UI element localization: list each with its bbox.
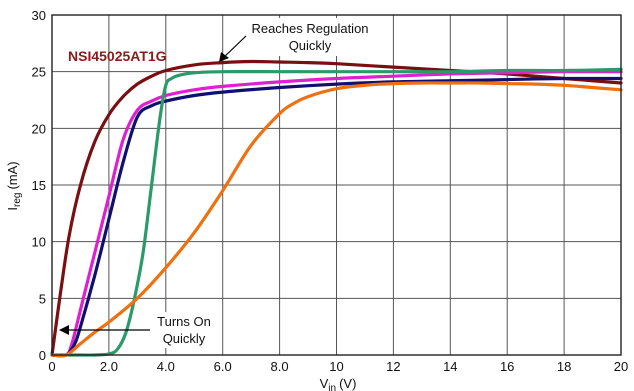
y-tick-label: 25 [32, 65, 46, 80]
y-tick-label: 10 [32, 235, 46, 250]
turn-on-annotation-line1: Turns On [157, 314, 211, 329]
y-axis-title-sub: reg [12, 193, 23, 207]
x-axis-title-sub: in [328, 383, 336, 391]
y-tick-label: 0 [39, 348, 46, 363]
x-tick-label: 10 [329, 359, 343, 374]
regulation-arrow [222, 35, 247, 59]
series-line-5 [50, 81, 623, 358]
x-tick-label: 20 [614, 359, 628, 374]
y-tick-label: 20 [32, 121, 46, 136]
tick-labels: 0 2.0 4.0 6.0 8.0 10 12 14 16 18 20 0 5 10 15 20 25 30 [32, 8, 629, 374]
x-axis-title: Vin (V) [320, 376, 357, 391]
y-tick-label: 5 [39, 291, 46, 306]
regulation-annotation-line1: Reaches Regulation [251, 21, 368, 36]
x-tick-label: 8.0 [271, 359, 289, 374]
x-tick-label: 6.0 [214, 359, 232, 374]
plot-frame [51, 14, 622, 356]
y-axis-title: Ireg (mA) [5, 161, 23, 210]
y-tick-label: 15 [32, 178, 46, 193]
y-tick-label: 30 [32, 8, 46, 23]
x-tick-label: 16 [500, 359, 514, 374]
y-axis-title-unit: (mA) [5, 161, 20, 189]
y-axis-title-main: I [5, 207, 20, 211]
turn-on-annotation-line2: Quickly [163, 331, 206, 346]
x-tick-label: 4.0 [157, 359, 175, 374]
regulation-arrowhead [219, 52, 229, 62]
x-tick-label: 18 [557, 359, 571, 374]
x-tick-label: 14 [443, 359, 457, 374]
series-line-3 [50, 76, 623, 358]
regulation-annotation-line2: Quickly [289, 38, 332, 53]
x-axis-title-main: V [320, 376, 329, 391]
turn-on-annotation-bg [146, 312, 222, 348]
x-axis-title-unit: (V) [339, 376, 356, 391]
regulation-annotation-bg [236, 18, 384, 56]
plot-border [51, 14, 622, 356]
x-tick-label: 0 [48, 359, 55, 374]
x-tick-label: 2.0 [100, 359, 118, 374]
turn-on-arrowhead [59, 325, 69, 335]
series-line-1 [50, 59, 623, 357]
grid [51, 14, 622, 356]
series-line-2 [50, 70, 623, 358]
device-label: NSI45025AT1G [68, 48, 167, 64]
x-tick-label: 12 [386, 359, 400, 374]
